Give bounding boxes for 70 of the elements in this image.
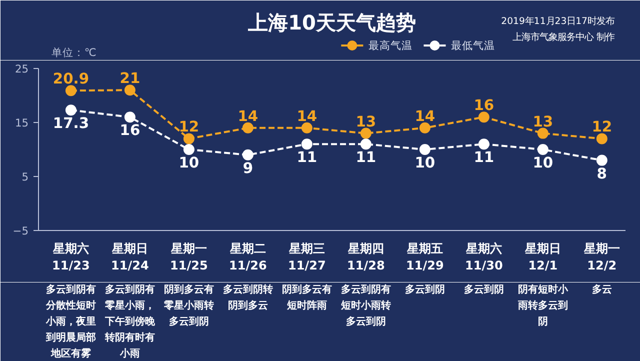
- text: 阴到多云有零星小雨转多云到阴: [162, 284, 214, 328]
- x-tick-label: 星期二 11/26: [228, 242, 267, 272]
- text: 阴有短时小雨转多云到阴: [516, 284, 569, 328]
- text: 多云到阴: [464, 284, 504, 296]
- data-label: 10: [532, 154, 554, 172]
- data-label: 21: [120, 70, 140, 88]
- point: [242, 149, 254, 160]
- x-tick-label: 星期日 11/24: [110, 242, 149, 272]
- point: [596, 154, 608, 166]
- point: [419, 122, 430, 134]
- text: 单位：℃: [51, 46, 96, 59]
- point: [419, 144, 430, 155]
- text: 上海市气象服务中心 制作: [512, 32, 614, 43]
- data-label: 8: [596, 165, 608, 182]
- text: 阴到多云有短时阵雨: [282, 284, 332, 312]
- data-label: 11: [356, 149, 376, 166]
- text: 多云到阴有分散性短时小雨，夜里到明晨局部地区有雾: [44, 284, 96, 360]
- point: [596, 133, 608, 144]
- text: 多云到阴转阴到多云: [222, 284, 273, 312]
- x-tick-label: 星期六 11/23: [52, 242, 90, 272]
- point: [65, 104, 76, 116]
- y-tick-label: 15: [14, 116, 29, 130]
- point: [124, 112, 136, 123]
- point: [124, 84, 136, 96]
- data-label: 14: [238, 108, 258, 125]
- point: [478, 138, 490, 150]
- chart-title: 上海10天天气趋势: [247, 10, 416, 34]
- data-label: 20.9: [52, 70, 90, 88]
- text: 2019年11月23日17时发布: [501, 16, 615, 27]
- x-tick-label: 星期一 11/25: [170, 242, 208, 272]
- point: [360, 128, 372, 139]
- x-tick-label: 星期四 11/28: [346, 242, 385, 272]
- x-tick-label: 星期日 12/1: [524, 242, 561, 272]
- text: 多云到阴有短时小雨转多云到阴: [340, 284, 391, 328]
- point: [301, 138, 312, 150]
- point: [537, 144, 548, 155]
- y-tick-label: −5: [12, 224, 29, 238]
- point: [183, 133, 194, 144]
- data-label: 12: [178, 118, 200, 136]
- data-label: 10: [414, 154, 436, 172]
- y-tick-label: 25: [14, 62, 29, 76]
- data-label: 11: [474, 149, 494, 166]
- text: 多云到阴: [404, 284, 445, 296]
- data-label: 9: [242, 160, 254, 177]
- data-label: 16: [474, 97, 494, 114]
- data-label: 13: [532, 113, 554, 130]
- data-label: 16: [120, 122, 140, 140]
- data-label: 14: [296, 108, 318, 125]
- x-tick-label: 星期一 12/2: [582, 242, 620, 272]
- data-label: 11: [296, 149, 318, 166]
- data-label: 10: [178, 154, 200, 172]
- point: [183, 144, 194, 155]
- point: [301, 122, 312, 134]
- point: [360, 138, 372, 150]
- legend-label: 最低气温: [451, 39, 496, 52]
- legend-label: 最高气温: [368, 39, 413, 52]
- point: [242, 122, 254, 134]
- point: [478, 112, 490, 123]
- data-label: 17.3: [52, 115, 90, 132]
- x-tick-label: 星期五 11/29: [406, 242, 444, 272]
- x-tick-label: 星期六 11/30: [464, 242, 503, 272]
- point: [537, 128, 548, 139]
- text: 多云: [592, 284, 612, 296]
- data-label: 12: [592, 118, 612, 136]
- data-label: 14: [414, 108, 436, 125]
- x-tick-label: 星期三 11/27: [288, 242, 326, 272]
- point: [65, 85, 76, 96]
- y-tick-label: 5: [22, 170, 28, 184]
- text: 多云到阴有零星小雨，下午到傍晚转阴有时有小雨: [104, 284, 156, 360]
- data-label: 13: [356, 113, 376, 130]
